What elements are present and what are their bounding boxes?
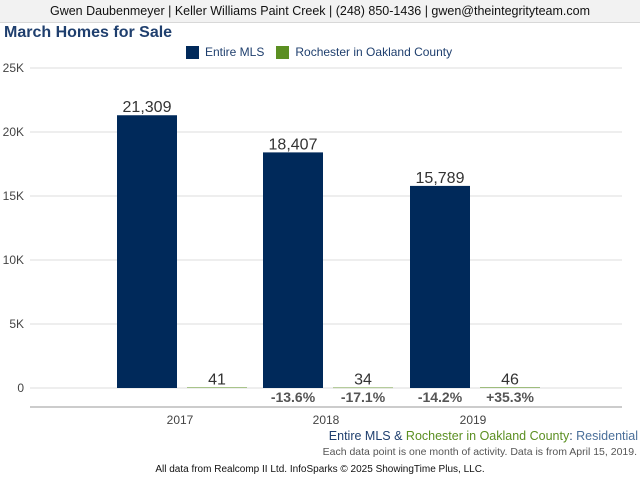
legend-item-entire-mls[interactable]: Entire MLS (186, 45, 264, 59)
y-tick-label: 20K (3, 125, 24, 139)
data-label: 41 (208, 371, 226, 388)
chart-legend: Entire MLS Rochester in Oakland County (186, 45, 464, 59)
change-label: -13.6% (271, 389, 316, 405)
contact-text: Gwen Daubenmeyer | Keller Williams Paint… (49, 4, 591, 18)
legend-swatch-entire-mls (186, 45, 199, 59)
data-credit: All data from Realcomp II Ltd. InfoSpark… (155, 464, 485, 475)
subtitle-rochester: Rochester in Oakland County (405, 429, 570, 443)
bar-rochester (333, 387, 393, 389)
x-tick-label: 2017 (167, 413, 194, 427)
data-label: 15,789 (416, 170, 465, 187)
y-tick-label: 15K (3, 189, 24, 203)
subtitle-entire-mls: Entire MLS (328, 429, 391, 443)
subtitle-residential: Residential (576, 429, 638, 443)
data-label: 34 (354, 372, 372, 389)
y-tick-label: 5K (9, 317, 24, 331)
x-tick-label: 2018 (313, 413, 340, 427)
data-label: 18,407 (269, 136, 318, 153)
data-note: Each data point is one month of activity… (322, 446, 637, 458)
legend-swatch-rochester (276, 45, 290, 59)
data-label: 21,309 (123, 99, 172, 116)
subtitle-ampersand: & (390, 429, 406, 443)
y-tick-label: 10K (3, 253, 24, 267)
change-label: +35.3% (486, 389, 534, 405)
contact-header: Gwen Daubenmeyer | Keller Williams Paint… (0, 0, 640, 23)
bar-chart: 0 5K 10K 15K 20K 25K 21,309 41 2017 18,407 -13.6% 3… (3, 61, 622, 427)
x-tick-label: 2019 (460, 413, 487, 427)
bar-entire-mls (410, 185, 470, 388)
bar-rochester (187, 387, 247, 388)
bar-rochester (480, 387, 540, 388)
bar-entire-mls (263, 152, 323, 388)
change-label: -14.2% (418, 389, 463, 405)
chart-title: March Homes for Sale (4, 24, 173, 41)
data-label: 46 (501, 371, 519, 388)
y-tick-label: 25K (3, 61, 24, 75)
subtitle-colon: : (569, 429, 577, 443)
change-label: -17.1% (341, 389, 386, 405)
chart-subtitle: Entire MLS & Rochester in Oakland County… (329, 429, 638, 443)
legend-label-rochester: Rochester in Oakland County (295, 45, 453, 59)
legend-item-rochester[interactable]: Rochester in Oakland County (276, 45, 452, 59)
bar-entire-mls (117, 115, 177, 388)
legend-label-entire-mls: Entire MLS (205, 45, 265, 59)
y-tick-label: 0 (17, 381, 24, 395)
